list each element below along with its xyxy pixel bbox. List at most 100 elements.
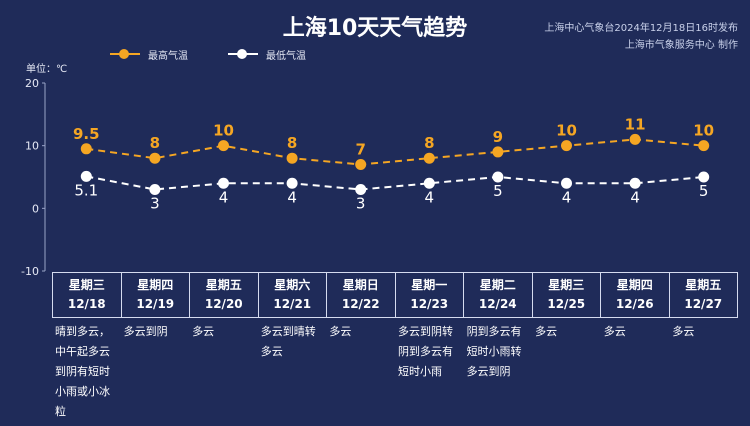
legend-low-marker-icon — [228, 49, 258, 59]
data-label-high: 8 — [287, 134, 297, 152]
weekday-label: 星期四 — [616, 278, 653, 292]
legend-high-marker-icon — [110, 49, 140, 59]
day-cell: 星期四 12/26 — [601, 273, 670, 317]
data-point-low — [629, 177, 641, 189]
data-point-low — [218, 177, 229, 189]
weather-description: 多云 — [329, 325, 352, 338]
weekday-label: 星期三 — [548, 278, 585, 292]
data-point-high — [629, 133, 641, 145]
day-table: 星期三 12/18 星期四 12/19 星期五 12/20 星期六 12/21 星期日 12/22… — [52, 272, 738, 318]
weekday-label: 星期三 — [68, 278, 105, 292]
data-point-high — [80, 143, 92, 155]
day-cell: 星期二 12/24 — [464, 273, 533, 317]
day-cell: 星期四 12/19 — [122, 273, 190, 317]
weekday-label: 星期四 — [137, 278, 174, 292]
data-point-low — [698, 171, 710, 183]
data-label-low: 5 — [699, 182, 709, 200]
day-cell: 星期一 12/23 — [396, 273, 464, 317]
legend-label-low: 最低气温 — [266, 50, 306, 62]
data-point-high — [149, 152, 161, 164]
data-point-high — [218, 140, 229, 152]
legend-label-high: 最高气温 — [148, 50, 188, 62]
data-label-high: 9 — [493, 128, 503, 146]
date-label: 12/18 — [67, 297, 106, 311]
data-label-high: 10 — [556, 122, 577, 140]
series-line-low — [86, 175, 704, 191]
weather-description: 多云到阴转阴到多云有短时小雨 — [397, 325, 453, 378]
date-label: 12/26 — [615, 297, 654, 311]
data-point-low — [80, 170, 92, 182]
weather-description: 多云 — [535, 325, 558, 338]
data-label-high: 8 — [150, 134, 160, 152]
series-line-high — [86, 138, 704, 166]
data-point-low — [149, 184, 161, 196]
date-label: 12/19 — [136, 297, 175, 311]
data-point-low — [423, 177, 435, 189]
y-tick-label: 0 — [32, 202, 39, 215]
date-label: 12/25 — [547, 297, 586, 311]
day-cell: 星期五 12/27 — [670, 273, 738, 317]
source-line-publisher: 上海中心气象台2024年12月18日16时发布 — [544, 23, 738, 34]
date-label: 12/27 — [684, 297, 723, 311]
data-label-high: 11 — [625, 115, 646, 133]
data-label-high: 9.5 — [73, 125, 100, 143]
data-label-high: 8 — [424, 134, 434, 152]
date-label: 12/22 — [341, 297, 380, 311]
date-label: 12/24 — [478, 297, 517, 311]
y-tick-label: 20 — [25, 77, 39, 90]
data-label-high: 10 — [693, 122, 714, 140]
data-label-low: 4 — [287, 188, 297, 206]
data-label-low: 4 — [562, 188, 572, 206]
weather-description: 多云 — [603, 325, 626, 338]
data-label-low: 3 — [150, 195, 160, 213]
weekday-label: 星期二 — [479, 278, 516, 292]
weekday-label: 星期日 — [342, 278, 379, 292]
date-label: 12/21 — [273, 297, 312, 311]
date-label: 12/20 — [204, 297, 243, 311]
chart-legend: 最高气温 最低气温 — [110, 45, 306, 63]
weather-description: 多云到阴 — [123, 325, 168, 338]
weather-description-row: 晴到多云，中午起多云到阴有短时小雨或小冰粒 多云到阴 多云 多云到晴转多云 多云 多云到阴… — [52, 322, 738, 422]
page-title: 上海10天天气趋势 — [282, 16, 468, 41]
data-label-low: 3 — [356, 195, 366, 213]
data-label-high: 10 — [213, 122, 234, 140]
data-point-high — [492, 146, 504, 158]
weekday-label: 星期一 — [411, 278, 448, 292]
weekday-label: 星期五 — [205, 278, 242, 292]
data-point-high — [561, 140, 572, 152]
data-point-low — [561, 177, 572, 189]
day-cell: 星期日 12/22 — [327, 273, 396, 317]
date-label: 12/23 — [410, 297, 449, 311]
weather-description: 晴到多云，中午起多云到阴有短时小雨或小冰粒 — [55, 325, 110, 418]
data-point-low — [492, 171, 504, 183]
day-cell: 星期五 12/20 — [190, 273, 259, 317]
data-point-high — [355, 158, 367, 170]
source-line-producer: 上海市气象服务中心 制作 — [624, 40, 738, 51]
data-label-low: 5 — [493, 182, 503, 200]
data-point-low — [355, 184, 367, 196]
legend-item-low: 最低气温 — [228, 47, 306, 62]
weather-description: 阴到多云有短时小雨转多云到阴 — [466, 325, 522, 378]
weather-description: 多云到晴转多云 — [260, 325, 316, 358]
legend-item-high: 最高气温 — [110, 47, 188, 62]
weekday-label: 星期五 — [685, 278, 722, 292]
y-tick-label: 10 — [25, 140, 39, 153]
unit-label: 单位：℃ — [26, 64, 68, 75]
data-point-low — [286, 177, 298, 189]
data-label-low: 4 — [630, 188, 640, 206]
source-info: 上海中心气象台2024年12月18日16时发布 上海市气象服务中心 制作 — [478, 20, 738, 54]
day-cell: 星期三 12/18 — [53, 273, 122, 317]
data-label-low: 4 — [219, 188, 229, 206]
data-label-high: 7 — [355, 140, 365, 158]
data-label-low: 5.1 — [74, 181, 98, 199]
data-point-high — [698, 140, 710, 152]
weekday-label: 星期六 — [274, 278, 311, 292]
weather-description: 多云 — [672, 325, 695, 338]
data-label-low: 4 — [425, 188, 435, 206]
weather-description: 多云 — [192, 325, 215, 338]
day-cell: 星期三 12/25 — [533, 273, 601, 317]
data-point-high — [423, 152, 435, 164]
data-point-high — [286, 152, 298, 164]
y-tick-label: -10 — [21, 265, 39, 278]
